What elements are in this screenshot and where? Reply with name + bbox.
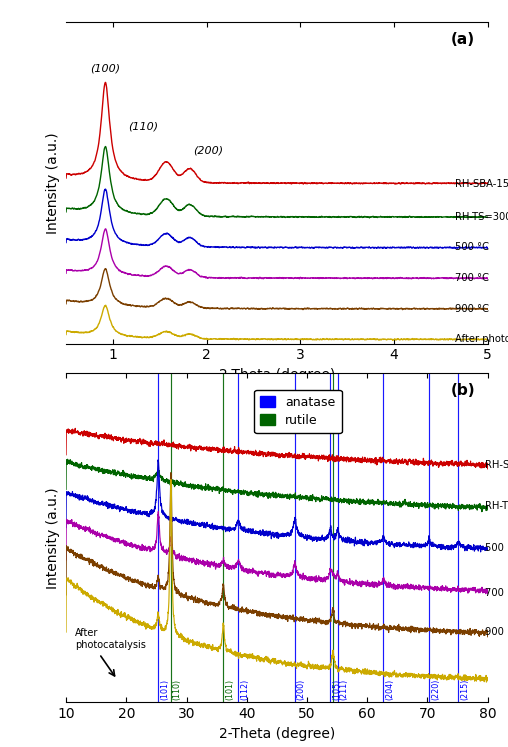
Text: (200): (200) (194, 146, 224, 156)
Text: RH-TS=300 °C: RH-TS=300 °C (485, 501, 508, 512)
Text: 700 °C: 700 °C (455, 273, 489, 283)
Text: (100): (100) (90, 63, 120, 73)
Text: RH-SBA-15: RH-SBA-15 (455, 179, 508, 188)
Text: (b): (b) (451, 383, 475, 398)
Legend: anatase, rutile: anatase, rutile (254, 390, 342, 433)
Text: (105): (105) (332, 679, 341, 701)
Text: (215): (215) (460, 679, 469, 701)
Text: (200): (200) (297, 679, 306, 701)
Text: 700 °C: 700 °C (485, 588, 508, 598)
Text: (a): (a) (451, 32, 475, 47)
Text: (101): (101) (160, 679, 169, 701)
Text: (112): (112) (240, 679, 249, 701)
Text: RH-TS=300 °C: RH-TS=300 °C (455, 212, 508, 222)
Y-axis label: Intensity (a.u.): Intensity (a.u.) (47, 487, 60, 589)
Text: After photocatalysis: After photocatalysis (455, 334, 508, 344)
X-axis label: 2-Theta (degree): 2-Theta (degree) (219, 727, 335, 740)
Text: (110): (110) (128, 122, 158, 131)
Text: (204): (204) (385, 679, 394, 701)
Text: (211): (211) (339, 679, 348, 701)
Text: (101): (101) (225, 679, 234, 701)
Text: (220): (220) (431, 679, 440, 701)
Text: 900 °C: 900 °C (485, 627, 508, 636)
X-axis label: 2-Theta (degree): 2-Theta (degree) (219, 368, 335, 382)
Text: RH-SBA-15: RH-SBA-15 (485, 459, 508, 470)
Y-axis label: Intensity (a.u.): Intensity (a.u.) (47, 132, 60, 234)
Text: (110): (110) (173, 679, 182, 701)
Text: 500 °C: 500 °C (485, 542, 508, 553)
Text: After
photocatalysis: After photocatalysis (75, 628, 146, 651)
Text: 900 °C: 900 °C (455, 304, 489, 314)
Text: 500 °C: 500 °C (455, 242, 489, 252)
